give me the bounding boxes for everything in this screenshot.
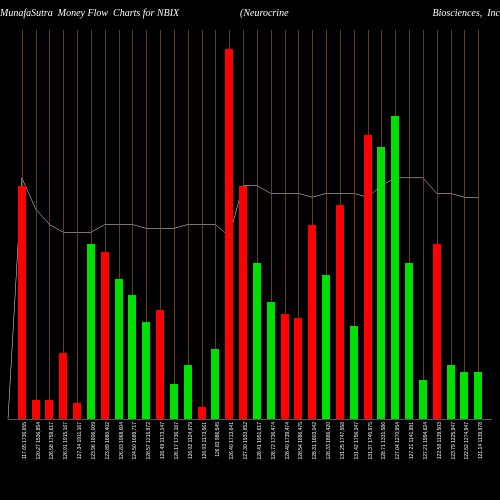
x-axis-label: 128.71 1331,586 [381, 422, 387, 460]
x-axis-label: 128.54 1886,475 [298, 422, 304, 460]
volume-bar [419, 380, 427, 419]
volume-bar [405, 263, 413, 419]
x-axis-label: 117.65 1736,655 [22, 422, 28, 459]
x-axis-label: 126.40 1713,641 [229, 422, 235, 460]
x-axis-label: 131.42 1756,347 [354, 422, 360, 460]
volume-bar [391, 116, 399, 419]
volume-bar [447, 365, 455, 419]
title-seg-2: (Neurocrine [240, 8, 400, 28]
volume-bar [45, 400, 53, 419]
x-axis-label: 128.41 1951,617 [257, 422, 263, 460]
x-axis-label: 128.57 1215,972 [146, 422, 152, 460]
volume-bar [474, 372, 482, 419]
volume-bar [336, 205, 344, 419]
grid-line [451, 30, 452, 419]
volume-bar [460, 372, 468, 419]
x-axis-label: 123.89 1880,402 [105, 422, 111, 460]
volume-bar [101, 252, 109, 419]
volume-bar [308, 225, 316, 420]
x-axis-label: 128.40 1739,474 [285, 422, 291, 460]
grid-line [36, 30, 37, 419]
volume-bar [281, 314, 289, 419]
x-axis-labels: 117.65 1736,655 120.27 1536,854 126.58 175… [8, 420, 492, 500]
x-axis-label: 124.50 1689,717 [132, 422, 138, 460]
volume-bar [364, 135, 372, 419]
title-seg-1: MunafaSutra Money Flow Charts for NBIX [0, 8, 240, 28]
title-seg-3: Biosciences, Inc [400, 8, 500, 28]
x-axis-label: 126.17 1736,167 [174, 422, 180, 460]
volume-bar [350, 326, 358, 419]
volume-bar [198, 407, 206, 419]
x-axis-label: 131.25 1747,558 [340, 422, 346, 460]
x-axis-label: 127.21 1994,624 [423, 422, 429, 460]
volume-bar [253, 263, 261, 419]
volume-bar [294, 318, 302, 419]
x-axis-label: 126.02 1124,679 [188, 422, 194, 459]
x-axis-label: 120.27 1536,854 [36, 422, 42, 460]
price-line [8, 30, 492, 419]
volume-bar [115, 279, 123, 419]
volume-bar [32, 400, 40, 419]
volume-bar [170, 384, 178, 419]
volume-bar [142, 322, 150, 419]
grid-line [478, 30, 479, 419]
x-axis-label: 123.96 1806,009 [91, 422, 97, 460]
x-axis-label: 126.58 1759,617 [49, 422, 55, 460]
volume-bar [59, 353, 67, 419]
volume-bar [18, 186, 26, 419]
x-axis-label: 122.52 1274,947 [464, 422, 470, 460]
x-axis-label: 127.04 1270,954 [395, 422, 401, 460]
grid-line [202, 30, 203, 419]
volume-bar [211, 349, 219, 419]
grid-line [174, 30, 175, 419]
volume-bar [377, 147, 385, 419]
x-axis-label: 122.58 1139,503 [437, 422, 443, 459]
x-axis-label: 127.34 1911,167 [77, 422, 83, 459]
volume-bar [322, 275, 330, 419]
chart-plot-area [8, 30, 492, 420]
x-axis-label: 126.49 1173,147 [160, 422, 166, 459]
volume-bar [267, 302, 275, 419]
x-axis-label: 128.33 1886,420 [326, 422, 332, 460]
x-axis-label: 128.72 1736,474 [271, 422, 277, 460]
grid-line [77, 30, 78, 419]
x-axis-label: 127.21 1141,991 [409, 422, 415, 459]
grid-line [464, 30, 465, 419]
chart-title: MunafaSutra Money Flow Charts for NBIX (… [0, 8, 500, 28]
volume-bar [433, 244, 441, 419]
x-axis-label: 123.79 1225,947 [451, 422, 457, 460]
volume-bar [128, 295, 136, 419]
x-axis-label: 126.83 1968,604 [119, 422, 125, 460]
grid-line [49, 30, 50, 419]
x-axis-label: 126.03 1173,561 [202, 422, 208, 459]
volume-bar [239, 186, 247, 419]
x-axis-label: 131.37 1745,975 [368, 422, 374, 460]
x-axis-label: 128.31 1803,042 [312, 422, 318, 460]
volume-bar [73, 403, 81, 419]
grid-line [423, 30, 424, 419]
x-axis-label: 127.30 1933,652 [243, 422, 249, 460]
volume-bar [87, 244, 95, 419]
x-axis-label: 126.83 986,545 [215, 422, 221, 457]
grid-line [188, 30, 189, 419]
volume-bar [225, 49, 233, 419]
x-axis-label: 126.91 1915,167 [63, 422, 69, 460]
volume-bar [184, 365, 192, 419]
x-axis-label: 121.14 1139,978 [478, 422, 484, 459]
volume-bar [156, 310, 164, 419]
